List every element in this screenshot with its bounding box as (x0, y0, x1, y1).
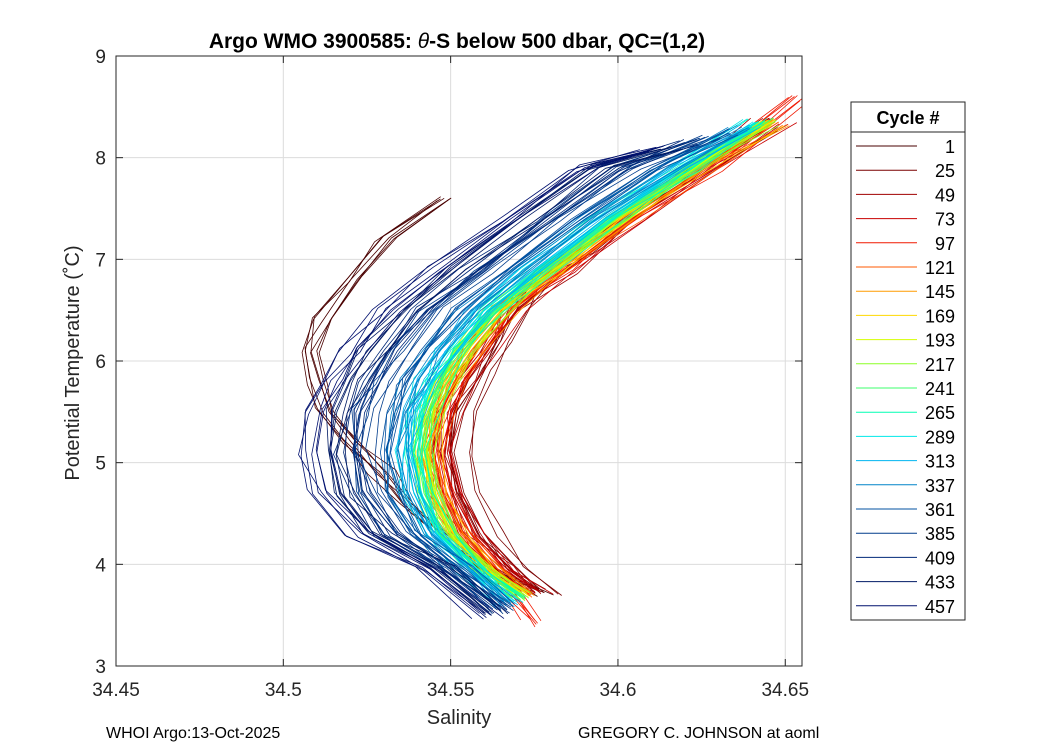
x-tick-label: 34.45 (92, 680, 140, 701)
series-line-cycle-265-variant (423, 120, 765, 599)
y-tick-label: 5 (95, 454, 106, 475)
legend-label-385: 385 (925, 524, 955, 544)
legend-label-289: 289 (925, 427, 955, 447)
legend-label-73: 73 (935, 210, 955, 230)
series-line-cycle-457-variant (304, 149, 652, 614)
plot-area (298, 95, 802, 628)
x-tick-label: 34.6 (599, 680, 636, 701)
y-tick-label: 6 (95, 352, 106, 373)
legend-label-361: 361 (925, 500, 955, 520)
series-line-cycle-49 (446, 121, 769, 593)
series-line-cycle-49-variant (446, 117, 770, 594)
legend-label-337: 337 (925, 476, 955, 496)
legend-label-1: 1 (945, 137, 955, 157)
series-line-cycle-97-variant (439, 105, 802, 622)
series-line-cycle-409-variant (355, 144, 699, 612)
series-line-cycle-361-variant (390, 132, 729, 610)
y-tick-label: 8 (95, 149, 106, 170)
y-tick-label: 4 (95, 555, 106, 576)
series-line-cycle-241-variant (413, 124, 764, 603)
legend-label-265: 265 (925, 403, 955, 423)
legend-label-121: 121 (925, 258, 955, 278)
x-tick-label: 34.55 (427, 680, 475, 701)
title-suffix: -S below 500 dbar, QC=(1,2) (429, 30, 705, 53)
chart-title: Argo WMO 3900585: θ-S below 500 dbar, QC… (209, 30, 705, 53)
series-line-cycle-337-variant (397, 127, 748, 602)
series-line-cycle-169-variant (441, 125, 785, 597)
series-line-cycle-73-variant (449, 122, 798, 595)
series-line-cycle-121-variant (443, 124, 783, 593)
series-line-cycle-121 (433, 121, 779, 596)
series-line-cycle-241-variant (430, 117, 774, 600)
legend-label-313: 313 (925, 452, 955, 472)
legend-label-409: 409 (925, 548, 955, 568)
y-tick-label: 3 (95, 657, 106, 678)
legend-label-145: 145 (925, 282, 955, 302)
series-line-cycle-145-variant (416, 123, 761, 592)
series-line-cycle-97-variant (432, 100, 801, 628)
series-line-cycle-457-variant (330, 145, 666, 619)
legend-label-49: 49 (935, 185, 955, 205)
x-tick-label: 34.5 (265, 680, 302, 701)
legend-title: Cycle # (876, 108, 939, 128)
series-line-cycle-25-variant (449, 125, 764, 590)
series-line-cycle-313-variant (407, 128, 758, 606)
legend-label-193: 193 (925, 331, 955, 351)
x-axis-label: Salinity (427, 707, 491, 729)
x-tick-label: 34.65 (761, 680, 809, 701)
legend-items: 1 25 49 73 97 121 145 169 193 217 241 265 289 313 337 3… (856, 137, 955, 617)
series-line-cycle-385-variant (365, 139, 708, 615)
legend-label-217: 217 (925, 355, 955, 375)
series-line-cycle-457 (316, 147, 659, 616)
title-theta: θ (418, 30, 430, 53)
footer-left: WHOI Argo:13-Oct-2025 (106, 725, 281, 742)
series-line-cycle-313-variant (411, 126, 761, 603)
legend-label-241: 241 (925, 379, 955, 399)
series-line-cycle-385-variant (374, 138, 721, 608)
series-line-cycle-361 (379, 131, 726, 608)
series-line-cycle-25-variant (450, 125, 757, 594)
series-line-cycle-49-variant (444, 123, 767, 595)
legend-label-457: 457 (925, 597, 955, 617)
series-line-cycle-145-variant (437, 125, 790, 597)
series-line-cycle-73-variant (430, 120, 768, 595)
series-line-cycle-409-variant (353, 143, 698, 614)
series-line-cycle-217-variant (432, 117, 775, 594)
legend-label-169: 169 (925, 306, 955, 326)
series-line-cycle-193-variant (433, 125, 772, 594)
series-line-cycle-433 (329, 147, 672, 614)
series-line-cycle-313-variant (395, 123, 742, 605)
series-line-cycle-25-variant (449, 123, 770, 590)
series-line-cycle-337-variant (406, 129, 744, 603)
series-layer (298, 95, 802, 628)
legend: Cycle # 1 25 49 73 97 121 145 169 193 217 241 265 28… (850, 101, 966, 621)
series-line-cycle-433-variant (336, 149, 682, 615)
series-line-cycle-217-variant (427, 120, 777, 599)
legend-label-25: 25 (935, 161, 955, 181)
footer-right: GREGORY C. JOHNSON at aoml (578, 725, 820, 742)
y-tick-label: 7 (95, 250, 106, 271)
series-line-cycle-361-variant (385, 134, 739, 605)
x-axis: 34.45 34.5 34.55 34.6 34.65 (92, 56, 809, 701)
series-line-cycle-457-variant (300, 149, 640, 619)
legend-label-97: 97 (935, 234, 955, 254)
title-prefix: Argo WMO 3900585: (209, 30, 418, 53)
series-line-cycle-313-variant (401, 124, 750, 607)
y-axis: 3 4 5 6 7 8 9 (95, 47, 802, 678)
series-line-cycle-433-variant (344, 148, 683, 612)
series-line-cycle-361-variant (386, 128, 729, 610)
legend-label-433: 433 (925, 573, 955, 593)
y-tick-label: 9 (95, 47, 106, 68)
series-line-cycle-217-variant (410, 121, 758, 599)
y-axis-label: Potential Temperature (˚C) (62, 245, 84, 480)
series-line-cycle-457-variant (311, 146, 661, 614)
